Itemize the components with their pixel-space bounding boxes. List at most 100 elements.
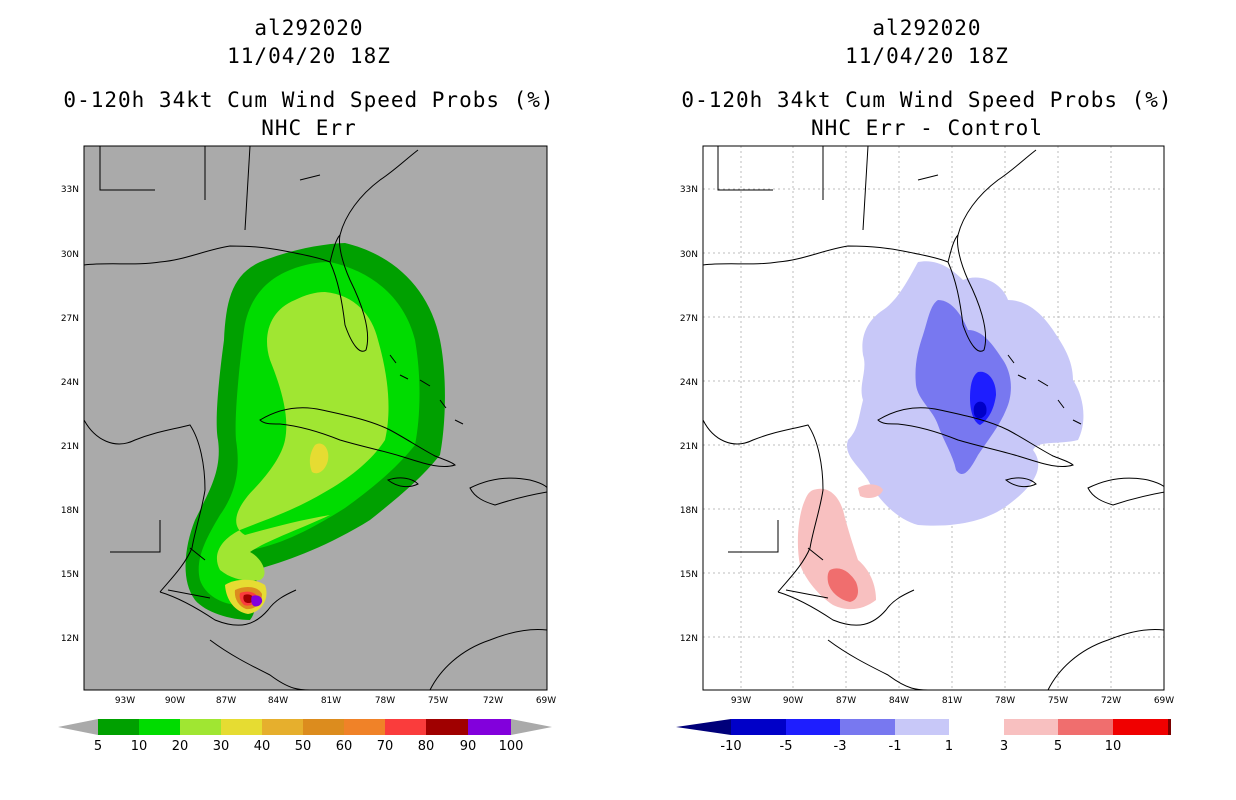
lat-label: 15N [61,570,79,580]
colorbar-end-low [676,719,731,735]
colorbar-label: 5 [1054,739,1062,754]
colorbar-label: 3 [1000,739,1008,754]
lon-label: 78W [995,696,1015,706]
subtitle-right: NHC Err - Control [811,116,1043,140]
lon-label: 72W [483,696,503,706]
prob-shade-30 [309,443,329,474]
product-title-left: 0-120h 34kt Cum Wind Speed Probs (%) [63,88,555,112]
lat-label: 21N [61,442,79,452]
colorbar-swatch [303,719,344,735]
lat-label: 15N [680,570,698,580]
colorbar-label: 30 [213,739,230,754]
lon-label: 90W [165,696,185,706]
right-map-frame [702,145,1165,691]
right-colorbar-labels: -10 -5 -3 -1 1 3 5 10 [720,739,1121,754]
lat-label: 30N [61,250,79,260]
lat-label: 18N [680,506,698,516]
colorbar-label: 10 [131,739,148,754]
colorbar-label: 60 [336,739,353,754]
colorbar-label: 40 [254,739,271,754]
colorbar-swatch [344,719,385,735]
prob-shade-20 [216,292,389,581]
lat-label: 27N [61,314,79,324]
diff-shade-pos3 [827,568,858,602]
left-colorbar-labels: 5 10 20 30 40 50 60 70 80 90 100 [94,739,524,754]
product-title-right: 0-120h 34kt Cum Wind Speed Probs (%) [681,88,1173,112]
colorbar-swatch [731,719,786,735]
colorbar-swatch [1113,719,1168,735]
diff-shade-neg10 [973,401,987,419]
lon-label: 87W [836,696,856,706]
right-lat-labels: 33N 30N 27N 24N 21N 18N 15N 12N [680,185,698,644]
colorbar-label: 5 [94,739,102,754]
colorbar-swatch [468,719,511,735]
left-lat-labels: 33N 30N 27N 24N 21N 18N 15N 12N [61,185,79,644]
left-colorbar [58,719,552,735]
right-difference-field [797,261,1084,610]
colorbar-swatch [895,719,949,735]
lon-label: 81W [321,696,341,706]
colorbar-end-high [1168,719,1171,735]
right-panel: al292020 11/04/20 18Z 0-120h 34kt Cum Wi… [618,0,1236,800]
colorbar-label: 10 [1105,739,1122,754]
colorbar-label: 70 [377,739,394,754]
lat-label: 18N [61,506,79,516]
colorbar-swatch [221,719,262,735]
colorbar-swatch [98,719,139,735]
prob-shade-90 [251,595,263,607]
lat-label: 21N [680,442,698,452]
lon-label: 72W [1101,696,1121,706]
colorbar-swatch [1058,719,1113,735]
lat-label: 30N [680,250,698,260]
colorbar-label: 100 [499,739,524,754]
lon-label: 78W [375,696,395,706]
datetime-left: 11/04/20 18Z [227,44,391,68]
colorbar-swatch [786,719,840,735]
lon-label: 75W [428,696,448,706]
lon-label: 69W [536,696,556,706]
lat-label: 12N [680,634,698,644]
lon-label: 81W [942,696,962,706]
colorbar-end-low [58,719,98,735]
lon-label: 84W [889,696,909,706]
left-lon-labels: 93W 90W 87W 84W 81W 78W 75W 72W 69W [115,696,556,706]
left-map-svg: 33N 30N 27N 24N 21N 18N 15N 12N 93W 90W … [58,145,556,754]
datetime-right: 11/04/20 18Z [845,44,1009,68]
left-coastlines [84,146,547,690]
right-coastlines [703,146,1164,690]
colorbar-swatch [262,719,303,735]
colorbar-swatch [180,719,221,735]
colorbar-swatch [949,719,1004,735]
lon-label: 84W [268,696,288,706]
colorbar-label: -3 [834,739,847,754]
right-colorbar [676,719,1171,735]
lat-label: 27N [680,314,698,324]
lat-label: 12N [61,634,79,644]
colorbar-label: 20 [172,739,189,754]
colorbar-label: -5 [780,739,793,754]
lon-label: 93W [115,696,135,706]
colorbar-swatch [1004,719,1058,735]
subtitle-left: NHC Err [261,116,357,140]
diff-shade-pos1 [797,488,876,610]
diff-shade-neg3 [915,300,1011,475]
lat-label: 33N [680,185,698,195]
right-map-svg: 33N 30N 27N 24N 21N 18N 15N 12N 93W 90W … [676,145,1174,754]
storm-id-right: al292020 [872,16,982,40]
left-map-frame [83,145,548,691]
diff-shade-pos1b [858,484,883,498]
lat-label: 24N [680,378,698,388]
left-panel: al292020 11/04/20 18Z 0-120h 34kt Cum Wi… [58,16,556,754]
colorbar-swatch [385,719,426,735]
lon-label: 69W [1154,696,1174,706]
storm-id-left: al292020 [254,16,364,40]
right-lon-labels: 93W 90W 87W 84W 81W 78W 75W 72W 69W [731,696,1174,706]
lon-label: 93W [731,696,751,706]
lat-label: 24N [61,378,79,388]
lat-label: 33N [61,185,79,195]
colorbar-label: -10 [720,739,741,754]
colorbar-label: 1 [945,739,953,754]
colorbar-label: 90 [460,739,477,754]
colorbar-end-high [511,719,552,735]
colorbar-swatch [840,719,895,735]
